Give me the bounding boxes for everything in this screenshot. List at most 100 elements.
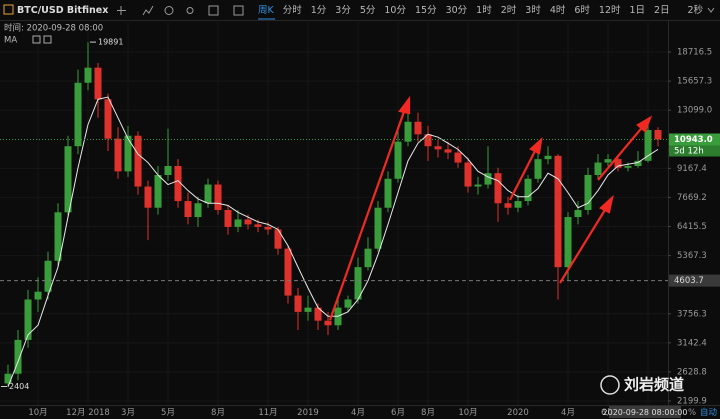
arrow-head	[529, 137, 543, 155]
candle-body	[294, 295, 302, 312]
interval-button[interactable]: 3时	[525, 4, 541, 16]
candle-body	[604, 159, 612, 163]
candle-body	[254, 224, 262, 227]
candle-body	[624, 166, 632, 168]
interval-bar: 周K 分时 1分 3分 5分 10分 15分 30分 1时 2时 3时 4时 6时 12时 1日 2日	[258, 4, 670, 20]
candle-body	[14, 339, 22, 374]
candle-body	[94, 67, 102, 100]
crosshair-time: 2020-09-28 08:00:00	[603, 408, 688, 417]
settings-icon[interactable]	[164, 6, 174, 15]
candle-body	[424, 134, 432, 147]
candle-body	[74, 82, 82, 147]
last-price-label: 10943.0	[674, 135, 713, 145]
y-tick-label: 5367.3	[677, 251, 707, 261]
interval-button[interactable]: 2日	[654, 5, 670, 16]
candle-body	[244, 219, 252, 225]
screenshot-icon[interactable]	[208, 5, 219, 16]
dropdown-icon[interactable]	[707, 7, 715, 13]
countdown-tag	[669, 145, 720, 157]
candle-body	[114, 138, 122, 172]
candle-body	[554, 155, 562, 268]
candle-body	[134, 135, 142, 187]
interval-button[interactable]: 6时	[574, 4, 590, 16]
high-label: 19891	[98, 38, 123, 47]
candle-body	[414, 121, 422, 135]
interval-button[interactable]: 2时	[501, 4, 517, 16]
interval-button[interactable]: 1时	[476, 4, 492, 16]
candle-body	[484, 173, 492, 185]
x-tick-label: 4月	[561, 408, 575, 418]
candle-body	[224, 209, 232, 227]
candle-body	[364, 248, 372, 268]
candle-body	[84, 67, 92, 83]
candle-body	[124, 135, 132, 172]
ma-settings-icon[interactable]	[43, 35, 52, 44]
arrow-line	[559, 204, 609, 284]
candle-body	[564, 217, 572, 268]
x-tick-label: 6月	[391, 408, 405, 418]
candle-body	[314, 307, 322, 321]
interval-button[interactable]: 10分	[384, 5, 406, 16]
indicator-icon[interactable]	[142, 5, 154, 16]
watermark-icon	[600, 375, 620, 395]
arrow-line	[328, 105, 408, 321]
interval-button[interactable]: 1日	[630, 5, 646, 16]
interval-button[interactable]: 15分	[415, 5, 437, 16]
candle-body	[474, 184, 482, 187]
ma-visible-icon[interactable]	[32, 35, 41, 44]
interval-button[interactable]: 4时	[550, 4, 566, 16]
interval-button[interactable]: 5分	[360, 5, 376, 16]
x-tick-label: 4月	[351, 408, 365, 418]
candle-body	[304, 307, 312, 312]
x-tick-label: 10月	[28, 408, 47, 418]
candle-body	[614, 159, 622, 168]
x-tick-label: 5月	[161, 408, 175, 418]
symbol-icon	[3, 4, 14, 15]
x-tick-label: 11月	[258, 408, 277, 418]
candle-body	[344, 299, 352, 308]
x-tick-label: 2020	[507, 408, 529, 418]
interval-button[interactable]: 1分	[311, 5, 327, 16]
symbol: BTC/USD Bitfinex	[17, 5, 108, 16]
theme-icon[interactable]	[186, 7, 194, 14]
candle-body	[574, 209, 582, 218]
save-icon[interactable]	[233, 5, 244, 16]
drawn-arrows	[328, 95, 653, 321]
interval-button[interactable]: 周K	[258, 5, 275, 16]
interval-button[interactable]: 12时	[599, 4, 621, 16]
crosshair-label: 4603.7	[674, 276, 704, 286]
price-axis: 2199.9 2628.8 3142.4 3756.3 5367.3 6415.5 7669…	[28, 48, 720, 418]
candle-body	[404, 121, 412, 142]
arrow-head	[398, 95, 411, 115]
candle-body	[154, 175, 162, 208]
ma-label: MA	[4, 36, 17, 46]
candle-body	[234, 219, 242, 227]
auto-toggle[interactable]: 自动	[700, 407, 718, 418]
candle-body	[584, 175, 592, 210]
candle-body	[184, 201, 192, 218]
x-tick-label: 8月	[421, 408, 435, 418]
toolbar-icons	[117, 5, 244, 16]
percent-toggle[interactable]: %	[688, 408, 696, 418]
refresh-rate: 2秒	[687, 4, 703, 16]
y-tick-label: 7669.2	[677, 193, 707, 203]
y-tick-label: 2628.8	[677, 367, 707, 377]
candle-body	[524, 178, 532, 202]
x-tick-label: 12月 2018	[66, 408, 110, 418]
add-icon[interactable]	[117, 6, 126, 15]
candle-body	[374, 207, 382, 249]
interval-button[interactable]: 30分	[446, 5, 468, 16]
candle-body	[104, 99, 112, 139]
candle-body	[444, 149, 452, 153]
y-tick-label: 3142.4	[677, 338, 707, 348]
candle-body	[394, 141, 402, 179]
arrow-head	[599, 194, 614, 214]
interval-button[interactable]: 3分	[335, 5, 351, 16]
candle-body	[454, 152, 462, 163]
watermark: 刘岩频道	[624, 376, 684, 394]
arrow-line	[509, 146, 538, 201]
interval-button[interactable]: 分时	[283, 4, 303, 16]
candle-body	[264, 226, 272, 230]
candle-body	[54, 212, 62, 261]
